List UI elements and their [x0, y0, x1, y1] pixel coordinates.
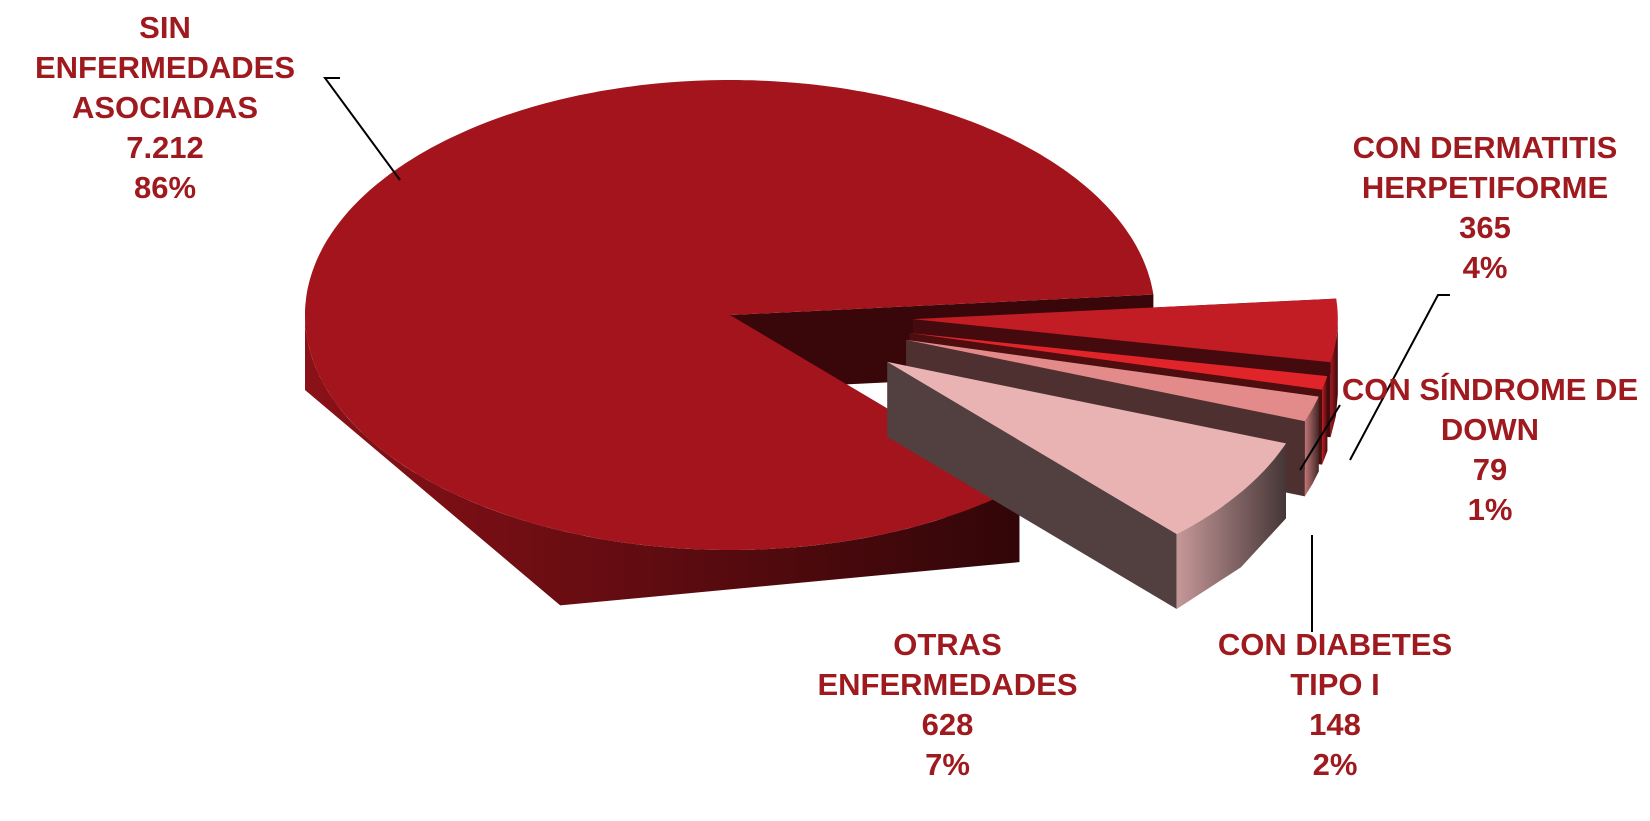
data-label: CON SÍNDROME DE DOWN 79 1% — [1340, 370, 1640, 530]
slice-top — [906, 339, 1319, 422]
slice — [887, 361, 1286, 610]
percent-label: 4% — [1462, 250, 1508, 285]
slice-edge — [887, 361, 1177, 610]
category-label: SIN ENFERMEDADES ASOCIADAS — [34, 10, 296, 125]
category-label: CON DIABETES TIPO I — [1217, 627, 1453, 702]
value-label: 628 — [921, 707, 974, 742]
value-label: 7.212 — [126, 130, 204, 165]
slice-wall — [1330, 319, 1338, 438]
percent-label: 2% — [1312, 747, 1358, 782]
leader-line — [1349, 294, 1450, 461]
category-label: CON SÍNDROME DE DOWN — [1341, 372, 1639, 447]
percent-label: 1% — [1467, 492, 1513, 527]
slice-top — [909, 332, 1328, 390]
slice-wall — [1176, 443, 1286, 609]
category-label: CON DERMATITIS HERPETIFORME — [1352, 130, 1618, 205]
value-label: 365 — [1459, 210, 1511, 245]
percent-label: 7% — [925, 747, 970, 782]
slice-wall — [305, 315, 1020, 606]
slice-top — [305, 80, 1154, 550]
data-label: SIN ENFERMEDADES ASOCIADAS 7.212 86% — [20, 8, 310, 208]
slice-wall — [1304, 396, 1319, 497]
percent-label: 86% — [133, 170, 197, 205]
leader-line — [323, 77, 401, 181]
value-label: 148 — [1309, 707, 1361, 742]
data-label: OTRAS ENFERMEDADES 628 7% — [790, 625, 1105, 785]
data-label: CON DIABETES TIPO I 148 2% — [1185, 625, 1485, 785]
slice-top — [912, 298, 1338, 363]
leader-line — [1299, 404, 1341, 471]
slice-wall — [1322, 376, 1328, 465]
value-label: 79 — [1472, 452, 1508, 487]
category-label: OTRAS ENFERMEDADES — [817, 627, 1078, 702]
data-label: CON DERMATITIS HERPETIFORME 365 4% — [1325, 128, 1645, 288]
slice-top — [887, 361, 1286, 534]
